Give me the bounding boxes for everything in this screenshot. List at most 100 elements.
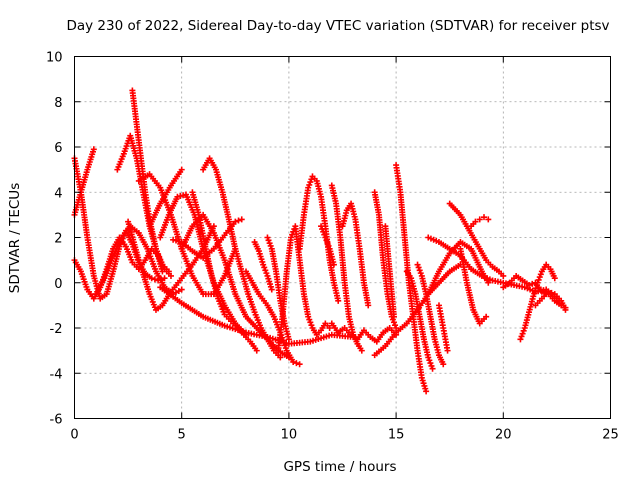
data-point xyxy=(232,218,239,225)
data-point-trail xyxy=(180,301,204,319)
data-point-trail xyxy=(548,289,555,296)
data-point-trail xyxy=(410,316,421,352)
y-tick-label: -6 xyxy=(50,413,63,428)
y-axis-label: SDTVAR / TECUs xyxy=(7,183,23,293)
data-point-trail xyxy=(154,270,167,289)
data-point-trail xyxy=(492,278,504,286)
data-point xyxy=(178,166,185,173)
data-point xyxy=(90,146,97,153)
series-arc-24 xyxy=(339,200,372,309)
data-point-trail xyxy=(382,326,391,335)
data-point-trail xyxy=(363,329,372,338)
data-point xyxy=(444,347,451,354)
data-point-trail xyxy=(102,255,116,279)
data-point-trail xyxy=(356,248,367,284)
data-point xyxy=(305,184,312,191)
data-point-trail xyxy=(524,285,536,294)
data-point-trail xyxy=(534,297,543,307)
data-point-trail xyxy=(459,240,472,251)
data-point-trail xyxy=(223,220,237,236)
data-point-trail xyxy=(265,338,276,352)
data-point-trail xyxy=(465,225,475,239)
data-point-trail xyxy=(296,214,307,250)
data-point-trail xyxy=(337,326,346,335)
data-point xyxy=(500,272,507,279)
series-arc-09 xyxy=(146,166,185,230)
data-point xyxy=(562,306,569,313)
data-point-trail xyxy=(458,214,469,227)
data-point-trail xyxy=(129,224,140,235)
data-point xyxy=(260,261,267,268)
data-point-trail xyxy=(261,264,270,277)
data-point xyxy=(268,286,275,293)
data-point-trail xyxy=(502,281,511,289)
y-tick-label: 0 xyxy=(54,277,62,292)
data-point-trail xyxy=(72,259,83,273)
y-tick-label: 8 xyxy=(54,96,62,111)
data-point-trail xyxy=(384,331,398,347)
data-point-trail xyxy=(318,196,328,227)
data-point-trail xyxy=(521,278,530,287)
data-point-trail xyxy=(85,148,96,171)
data-series xyxy=(71,87,569,395)
data-point-trail xyxy=(136,259,152,295)
data-point-trail xyxy=(85,288,96,300)
data-point-trail xyxy=(323,237,332,249)
data-point xyxy=(264,234,271,241)
data-point-trail xyxy=(137,172,151,183)
data-point-trail xyxy=(448,263,462,274)
data-point-trail xyxy=(469,248,484,273)
data-point-trail xyxy=(426,357,435,369)
data-point xyxy=(335,297,342,304)
data-point xyxy=(296,361,303,368)
data-point-trail xyxy=(508,275,518,284)
data-point xyxy=(429,365,436,372)
data-point-trail xyxy=(292,225,303,261)
data-point-trail xyxy=(158,214,171,238)
data-point-trail xyxy=(196,214,208,247)
data-point-trail xyxy=(250,282,261,295)
data-point-trail xyxy=(438,240,451,251)
data-point xyxy=(485,279,492,286)
data-point-trail xyxy=(158,184,173,205)
data-point xyxy=(476,216,483,223)
data-point-trail xyxy=(448,240,462,255)
x-tick-label: 25 xyxy=(602,428,619,443)
data-point-trail xyxy=(134,123,144,159)
series-arc-17 xyxy=(251,239,275,293)
data-point-trail xyxy=(284,237,294,272)
data-point-trail xyxy=(427,235,440,244)
data-point-trail xyxy=(529,280,536,287)
series-arc-21 xyxy=(318,223,337,268)
data-point-trail xyxy=(541,291,550,300)
data-point-trail xyxy=(405,270,413,279)
data-point-trail xyxy=(485,259,494,268)
series-arc-30 xyxy=(435,302,451,354)
data-point-trail xyxy=(129,90,140,125)
data-point xyxy=(365,302,372,309)
data-point-trail xyxy=(471,236,482,250)
series-arc-23 xyxy=(328,182,365,354)
data-point-trail xyxy=(111,236,124,257)
series-arc-20 xyxy=(296,173,342,304)
data-point-trail xyxy=(212,234,226,250)
data-point-trail xyxy=(437,252,452,273)
x-tick-label: 20 xyxy=(495,428,512,443)
data-point-trail xyxy=(351,334,360,345)
data-point xyxy=(538,288,545,295)
data-point xyxy=(551,275,558,282)
data-point-trail xyxy=(84,237,97,277)
data-point xyxy=(330,261,337,268)
data-point-trail xyxy=(437,270,451,284)
data-point-trail xyxy=(352,219,363,250)
y-tick-label: 2 xyxy=(54,232,62,247)
data-point-trail xyxy=(553,299,563,307)
data-point-trail xyxy=(222,259,238,295)
data-point xyxy=(481,214,488,221)
data-point-trail xyxy=(115,153,126,170)
data-point-trail xyxy=(233,293,248,318)
data-point-trail xyxy=(235,217,242,224)
data-point-trail xyxy=(416,293,430,311)
